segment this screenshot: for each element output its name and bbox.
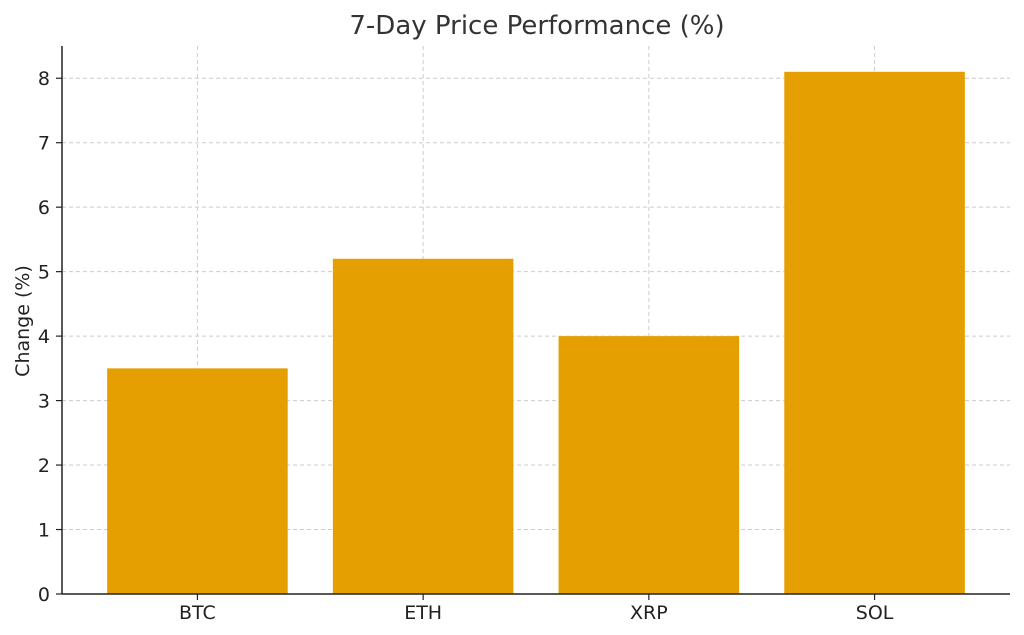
- y-tick-label: 7: [38, 133, 50, 155]
- bar-xrp: [558, 336, 740, 594]
- y-tick-label: 1: [38, 520, 50, 542]
- y-tick-label: 2: [38, 455, 50, 477]
- y-tick-label: 3: [38, 391, 50, 413]
- y-tick-label: 5: [38, 262, 50, 284]
- y-axis-label: Change (%): [12, 265, 34, 377]
- y-tick-label: 4: [38, 326, 50, 348]
- x-tick-label: ETH: [404, 602, 442, 624]
- x-tick-label: XRP: [630, 602, 668, 624]
- y-tick-label: 8: [38, 68, 50, 90]
- axes: 0 1 2 3 4 5 6 7 8 BTC ETH XRP SOL: [38, 46, 1010, 624]
- bar-sol: [784, 71, 965, 595]
- bars: [107, 71, 965, 595]
- chart-title: 7-Day Price Performance (%): [349, 11, 724, 41]
- bar-btc: [107, 368, 288, 594]
- x-tick-label: BTC: [179, 602, 216, 624]
- x-tick-label: SOL: [856, 602, 894, 624]
- y-tick-label: 6: [38, 197, 50, 219]
- bar-eth: [332, 258, 514, 594]
- y-tick-label: 0: [38, 584, 50, 606]
